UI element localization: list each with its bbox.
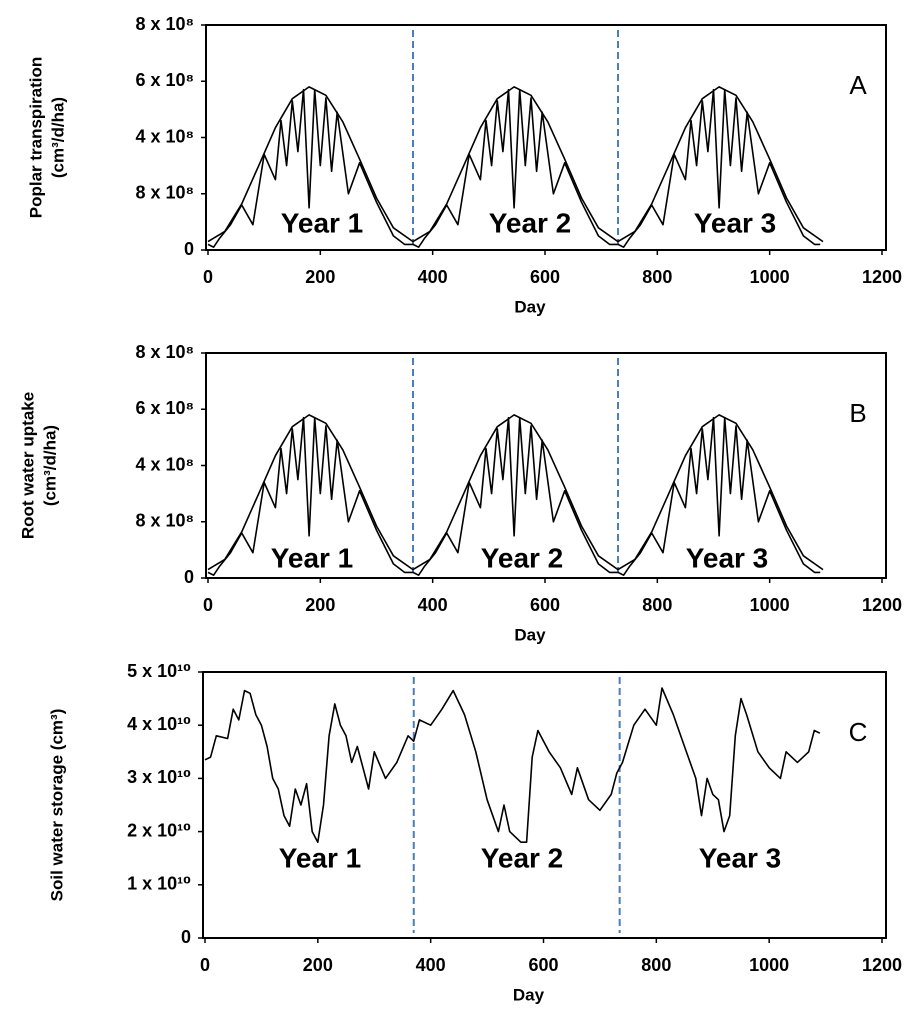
x-tick-label: 600 — [530, 595, 560, 615]
y-tick-label: 0 — [184, 239, 194, 259]
data-line — [207, 416, 821, 576]
panel-letter: A — [849, 70, 867, 100]
year-label: Year 2 — [489, 207, 572, 238]
panel-letter: C — [849, 717, 868, 747]
x-tick-label: 800 — [642, 595, 672, 615]
y-tick-label: 0 — [184, 567, 194, 587]
year-label: Year 3 — [686, 542, 769, 573]
y-tick-label: 8 x 10⁸ — [135, 342, 194, 362]
y-axis-label: Soil water storage (cm³) — [47, 709, 66, 902]
y-tick-label: 6 x 10⁸ — [135, 398, 194, 418]
year-label: Year 2 — [481, 542, 564, 573]
year-label: Year 3 — [694, 207, 777, 238]
x-tick-label: 800 — [641, 955, 671, 975]
x-tick-label: 400 — [418, 595, 448, 615]
x-tick-label: 0 — [200, 955, 210, 975]
y-axis-label: (cm³/d/ha) — [40, 425, 59, 506]
x-tick-label: 1000 — [750, 595, 790, 615]
x-tick-label: 200 — [303, 955, 333, 975]
y-tick-label: 3 x 10¹⁰ — [127, 767, 191, 787]
year-label: Year 1 — [279, 842, 362, 873]
panel-letter: B — [849, 398, 866, 428]
year-label: Year 3 — [699, 842, 782, 873]
x-tick-label: 200 — [305, 595, 335, 615]
y-tick-label: 8 x 10⁸ — [135, 511, 194, 531]
x-axis-label: Day — [514, 297, 546, 316]
plot-frame — [202, 671, 887, 939]
x-tick-label: 0 — [203, 595, 213, 615]
data-line — [207, 88, 821, 248]
data-line — [204, 687, 821, 843]
x-tick-label: 200 — [305, 267, 335, 287]
year-label: Year 1 — [281, 207, 364, 238]
y-axis-label: Root water uptake — [18, 392, 37, 539]
x-axis-label: Day — [514, 625, 546, 644]
y-tick-label: 4 x 10⁸ — [135, 454, 194, 474]
year-label: Year 2 — [481, 842, 564, 873]
y-tick-label: 4 x 10¹⁰ — [127, 714, 191, 734]
data-line — [207, 86, 824, 243]
y-tick-label: 5 x 10¹⁰ — [127, 661, 191, 681]
x-tick-label: 400 — [418, 267, 448, 287]
y-axis-label: (cm³/d/ha) — [48, 97, 67, 178]
x-tick-label: 400 — [416, 955, 446, 975]
y-axis-label: Poplar transpiration — [26, 57, 45, 219]
y-tick-label: 8 x 10⁸ — [135, 14, 194, 34]
y-tick-label: 4 x 10⁸ — [135, 126, 194, 146]
y-tick-label: 1 x 10¹⁰ — [127, 874, 191, 894]
x-tick-label: 600 — [530, 267, 560, 287]
x-tick-label: 1000 — [749, 955, 789, 975]
x-axis-label: Day — [513, 985, 545, 1004]
x-tick-label: 1000 — [750, 267, 790, 287]
x-tick-label: 1200 — [862, 267, 902, 287]
y-tick-label: 8 x 10⁸ — [135, 183, 194, 203]
y-tick-label: 0 — [181, 927, 191, 947]
x-tick-label: 1200 — [862, 595, 902, 615]
y-tick-label: 2 x 10¹⁰ — [127, 820, 191, 840]
x-tick-label: 600 — [528, 955, 558, 975]
x-tick-label: 1200 — [862, 955, 902, 975]
x-tick-label: 0 — [203, 267, 213, 287]
year-label: Year 1 — [271, 542, 354, 573]
x-tick-label: 800 — [642, 267, 672, 287]
data-line — [207, 414, 824, 571]
y-tick-label: 6 x 10⁸ — [135, 70, 194, 90]
